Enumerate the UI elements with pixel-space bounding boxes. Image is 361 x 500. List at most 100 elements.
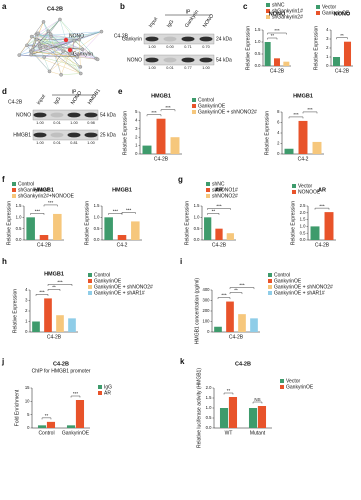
legend-label: shNC — [212, 181, 225, 187]
sig-bracket — [217, 297, 231, 300]
y-axis-label: Relative Expression — [84, 201, 90, 245]
legend-swatch — [98, 391, 102, 395]
bar — [39, 235, 49, 240]
legend-label: IgG — [104, 384, 112, 390]
band-quant: 0.71 — [184, 45, 191, 49]
bar — [131, 221, 140, 240]
bar — [332, 57, 341, 66]
bar — [68, 318, 76, 332]
network-node — [99, 29, 104, 34]
legend-label: shNC — [272, 2, 285, 8]
network-edge — [79, 39, 97, 59]
network-edge — [79, 31, 102, 40]
network-edge — [30, 31, 49, 52]
panel-letter: d — [2, 87, 7, 96]
x-tick-label: GankyrinOE — [62, 430, 90, 436]
sig-label: *** — [293, 112, 299, 117]
x-axis-label: C4-2 — [298, 156, 309, 162]
legend-swatch — [12, 194, 16, 198]
legend-swatch — [192, 110, 196, 114]
blot-band — [199, 36, 213, 42]
legend-swatch — [12, 188, 16, 192]
sig-bracket — [229, 287, 255, 290]
bar — [53, 213, 62, 240]
blot-band — [163, 57, 177, 63]
network-edge — [77, 31, 102, 58]
network-edge — [39, 46, 50, 72]
network-edge — [31, 51, 78, 58]
legend-label: GankyrinOE + shNONO2# — [274, 284, 333, 290]
blot-title: C4-2B — [8, 99, 23, 105]
network-edge — [72, 31, 102, 54]
network-node — [61, 49, 65, 54]
y-tick-label: 1.0 — [206, 405, 212, 410]
panel-title: HMGB1 — [293, 93, 313, 99]
row-size: 24 kDa — [216, 36, 232, 42]
network-node — [42, 55, 47, 59]
network-edge — [39, 31, 102, 45]
band-quant: 0.00 — [166, 45, 173, 49]
bar — [343, 41, 352, 66]
blot-band — [163, 36, 177, 42]
y-tick-label: 2 — [135, 134, 138, 139]
ip-label: IP — [72, 89, 77, 95]
y-tick-label: 5 — [27, 412, 30, 417]
legend-label: GankyrinOE + shAR1# — [94, 290, 145, 296]
blot-band — [50, 132, 64, 138]
sig-label: *** — [274, 28, 280, 33]
sig-label: *** — [151, 110, 157, 115]
network-node — [72, 38, 76, 43]
legend-swatch — [316, 11, 320, 15]
bar — [46, 421, 56, 428]
ip-label: IP — [186, 9, 191, 15]
sig-label: *** — [113, 209, 119, 214]
panel-letter: a — [2, 2, 7, 11]
legend-swatch — [12, 182, 16, 186]
y-tick-label: 0.5 — [300, 230, 306, 235]
network-edge — [36, 39, 83, 50]
y-tick-label: 1.0 — [94, 214, 100, 219]
x-axis-label: C4-2B — [335, 68, 350, 74]
network-edge — [43, 21, 62, 75]
chart-title: C4-2B — [235, 361, 251, 367]
sig-bracket — [43, 204, 58, 207]
network-node-highlight — [63, 37, 69, 43]
y-axis-label: Relative Expression — [6, 201, 12, 245]
legend-swatch — [268, 273, 272, 277]
panel-letter: g — [178, 175, 183, 184]
panel-title: HMGB1 — [112, 187, 132, 193]
sig-bracket — [207, 208, 231, 210]
y-tick-label: 300 — [203, 298, 211, 303]
y-tick-label: 0.0 — [194, 237, 200, 242]
legend-label: Vector — [286, 378, 301, 384]
network-edge — [49, 71, 62, 75]
network-node — [59, 73, 63, 77]
y-tick-label: 400 — [203, 287, 211, 292]
panel-title: NONO — [334, 11, 351, 17]
network-node — [46, 29, 51, 34]
panel-letter: i — [180, 257, 182, 266]
bar — [66, 425, 76, 428]
y-tick-label: 2 — [326, 45, 329, 50]
network-node — [29, 34, 34, 39]
sig-label: ** — [52, 285, 56, 290]
network-title: C4-2B — [47, 6, 63, 12]
legend-label: Control — [274, 272, 290, 278]
blot-band — [33, 112, 47, 118]
legend-label: shGankyrin2#+NONOOE — [18, 193, 75, 199]
legend-label: Vector — [298, 183, 313, 189]
x-axis-label: C4-2B — [270, 68, 285, 74]
legend-label: Control — [94, 272, 110, 278]
band-quant: 0.70 — [202, 45, 209, 49]
bar — [156, 118, 166, 154]
sig-bracket — [47, 284, 73, 286]
sig-bracket — [146, 114, 162, 117]
legend-label: GankyrinOE + shNONO2# — [198, 109, 257, 115]
sig-bracket — [35, 294, 49, 296]
panel-title: AR — [318, 187, 326, 193]
sig-label: *** — [48, 200, 54, 205]
sig-label: *** — [73, 391, 79, 396]
legend-swatch — [98, 385, 102, 389]
